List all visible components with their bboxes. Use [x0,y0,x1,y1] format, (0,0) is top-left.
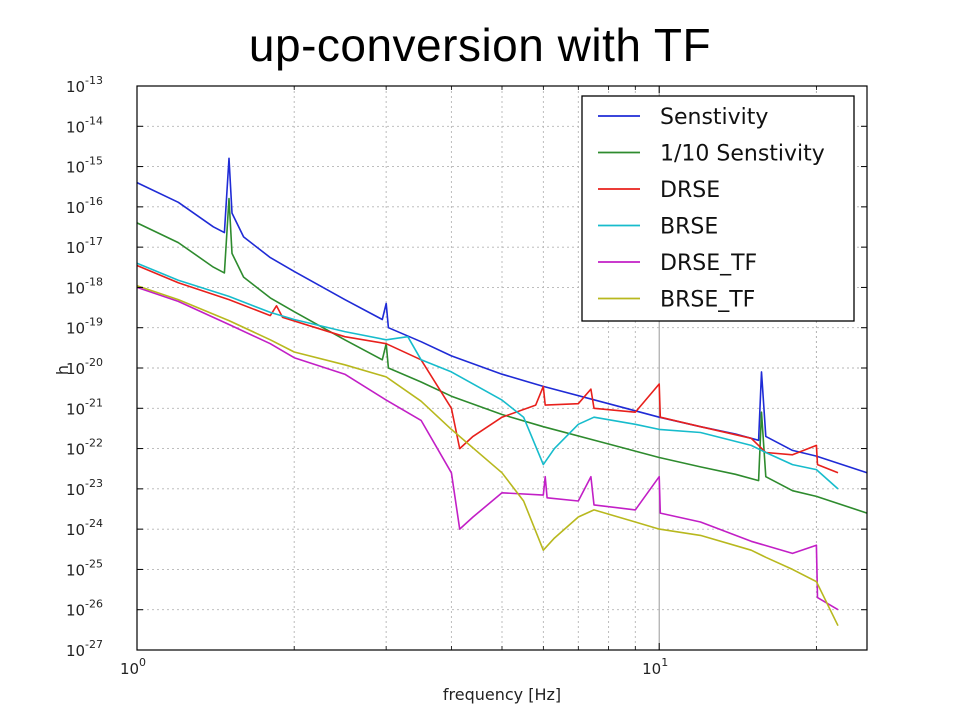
slide-title: up-conversion with TF [248,19,712,71]
series-line-1-10-senstivity [136,197,868,514]
series-line-brse [136,262,839,490]
x-tick-label: 101 [642,656,668,678]
legend-label: DRSE_TF [660,251,757,276]
x-axis-label: frequency [Hz] [443,685,561,704]
y-axis-label: h [53,365,72,375]
y-tick-label: 10-23 [66,477,103,499]
y-tick-label: 10-25 [66,557,103,579]
legend-label: Senstivity [660,105,768,130]
legend-label: 1/10 Senstivity [660,142,825,167]
y-tick-label: 10-14 [66,114,103,136]
legend-label: BRSE_TF [660,288,755,313]
y-tick-label: 10-24 [66,517,103,539]
legend-label: BRSE [660,215,718,240]
y-tick-label: 10-18 [66,275,103,297]
axis-ticks: 10-1310-1410-1510-1610-1710-1810-1910-20… [66,74,867,678]
y-tick-label: 10-26 [66,598,103,620]
legend: Senstivity 1/10 Senstivity DRSE BRSE DRSE_TF… [581,95,855,322]
y-tick-label: 10-22 [66,437,103,459]
y-tick-label: 10-27 [66,638,103,660]
series-lines [136,157,868,627]
y-tick-label: 10-15 [66,155,103,177]
series-line-brse-tf [136,285,839,627]
y-tick-label: 10-16 [66,195,103,217]
y-tick-label: 10-13 [66,74,103,96]
y-tick-label: 10-19 [66,316,103,338]
y-tick-label: 10-21 [66,396,103,418]
series-line-senstivity [136,157,868,474]
y-tick-label: 10-17 [66,235,103,257]
series-line-drse-tf [136,286,839,611]
legend-label: DRSE [660,178,720,203]
x-tick-label: 100 [120,656,146,678]
legend-box [581,95,855,322]
